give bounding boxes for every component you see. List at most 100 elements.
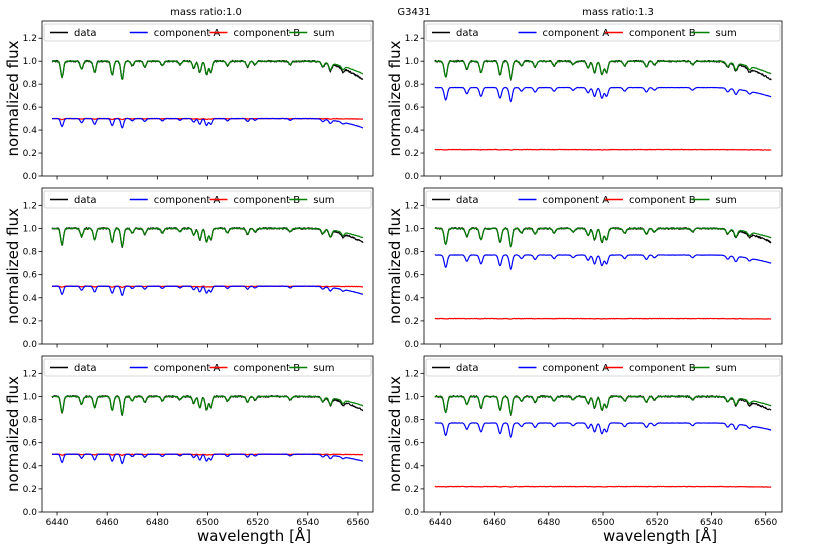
y-tick-label: 0.0 (23, 172, 38, 182)
panel-row3-ratio1.3: 6440 6460 6480 6500 6520 6540 6560 0.0 0.2 0.4 0.6… (386, 355, 783, 528)
y-tick-label: 1.0 (405, 224, 420, 234)
y-tick-label: 0.6 (405, 439, 420, 449)
legend-label: component B (629, 195, 696, 206)
y-tick-label: 0.0 (23, 508, 38, 518)
legend-label: component B (234, 363, 301, 374)
legend: data component A component B sum (43, 190, 372, 209)
y-tick-label: 0.6 (23, 271, 38, 281)
legend-label: data (456, 28, 479, 39)
y-tick-label: 0.0 (23, 340, 38, 350)
legend: data component A component B sum (43, 358, 372, 377)
x-tick-label: 6560 (754, 518, 777, 528)
y-tick-label: 0.8 (23, 80, 38, 90)
y-axis-title: normalized flux (4, 376, 22, 492)
component-a-line (51, 453, 364, 465)
x-axis-title-right: wavelength [Å] (603, 526, 717, 545)
axes-frame (423, 20, 783, 177)
y-tick-label: 1.2 (23, 369, 37, 379)
column-title-left: mass ratio:1.0 (170, 7, 242, 18)
component-b-line (434, 148, 772, 151)
component-b-line (434, 485, 772, 488)
data-line (434, 227, 772, 248)
x-tick-label: 6540 (700, 518, 723, 528)
component-b-line (434, 317, 772, 320)
legend-label: component B (629, 28, 696, 39)
y-tick-label: 0.8 (405, 416, 420, 426)
y-tick-label: 0.2 (23, 485, 37, 495)
sum-line (434, 395, 772, 416)
legend-label: component A (543, 363, 610, 374)
y-tick-label: 0.4 (405, 126, 420, 136)
y-tick-label: 1.2 (405, 201, 419, 211)
legend-label: data (74, 363, 97, 374)
y-tick-label: 0.0 (405, 340, 420, 350)
x-tick-label: 6560 (347, 518, 370, 528)
y-tick-label: 1.2 (405, 34, 419, 44)
y-tick-label: 0.4 (23, 294, 38, 304)
x-tick-label: 6520 (246, 518, 269, 528)
y-tick-label: 0.8 (23, 248, 38, 258)
y-tick-label: 1.2 (23, 34, 37, 44)
panel-row3-ratio1.0: 6440 6460 6480 6500 6520 6540 6560 0.0 0.2 0.4 0.6… (4, 355, 374, 528)
y-tick-label: 0.4 (405, 462, 420, 472)
y-tick-label: 1.0 (23, 57, 38, 67)
x-tick-label: 6460 (483, 518, 506, 528)
legend-label: data (456, 363, 479, 374)
legend-label: component A (154, 363, 221, 374)
y-axis-title: normalized flux (386, 208, 404, 324)
component-a-line (434, 422, 772, 438)
legend-label: data (74, 195, 97, 206)
legend: data component A component B sum (425, 23, 781, 42)
sum-line (434, 60, 772, 80)
x-axis-title-left: wavelength [Å] (197, 526, 311, 545)
y-axis-title: normalized flux (386, 40, 404, 156)
axes-frame (41, 355, 374, 513)
x-tick-label: 6520 (646, 518, 669, 528)
component-a-line (434, 254, 772, 270)
y-tick-label: 0.6 (405, 103, 420, 113)
y-tick-label: 1.0 (23, 392, 38, 402)
y-tick-label: 0.4 (405, 294, 420, 304)
legend: data component A component B sum (43, 23, 372, 42)
legend: data component A component B sum (425, 190, 781, 209)
x-tick-label: 6440 (46, 518, 69, 528)
component-a-line (51, 117, 364, 129)
legend-label: component A (154, 28, 221, 39)
component-a-line (434, 86, 772, 103)
x-tick-label: 6480 (146, 518, 169, 528)
legend: data component A component B sum (425, 358, 781, 377)
x-tick-label: 6460 (96, 518, 119, 528)
y-tick-label: 1.2 (23, 201, 37, 211)
x-tick-label: 6540 (296, 518, 319, 528)
y-tick-label: 1.0 (405, 57, 420, 67)
legend-label: component B (629, 363, 696, 374)
axes-frame (41, 20, 374, 177)
legend-label: data (456, 195, 479, 206)
x-tick-label: 6500 (592, 518, 615, 528)
legend-label: component B (234, 195, 301, 206)
y-tick-label: 0.6 (405, 271, 420, 281)
y-tick-label: 0.4 (23, 126, 38, 136)
sum-line (51, 395, 364, 416)
figure-title: G3431 (397, 7, 430, 18)
y-tick-label: 0.8 (405, 80, 420, 90)
legend-label: sum (716, 28, 737, 39)
y-tick-label: 0.6 (23, 439, 38, 449)
y-tick-label: 0.8 (23, 416, 38, 426)
legend-label: component B (234, 28, 301, 39)
y-tick-label: 0.8 (405, 248, 420, 258)
y-tick-label: 0.2 (23, 149, 37, 159)
y-axis-title: normalized flux (4, 208, 22, 324)
component-a-line (51, 285, 364, 296)
sum-line (51, 227, 364, 247)
x-tick-label: 6440 (429, 518, 452, 528)
axes-frame (423, 187, 783, 345)
y-tick-label: 1.0 (23, 224, 38, 234)
y-tick-label: 1.2 (405, 369, 419, 379)
sum-line (434, 227, 772, 248)
axes-frame (41, 187, 374, 345)
